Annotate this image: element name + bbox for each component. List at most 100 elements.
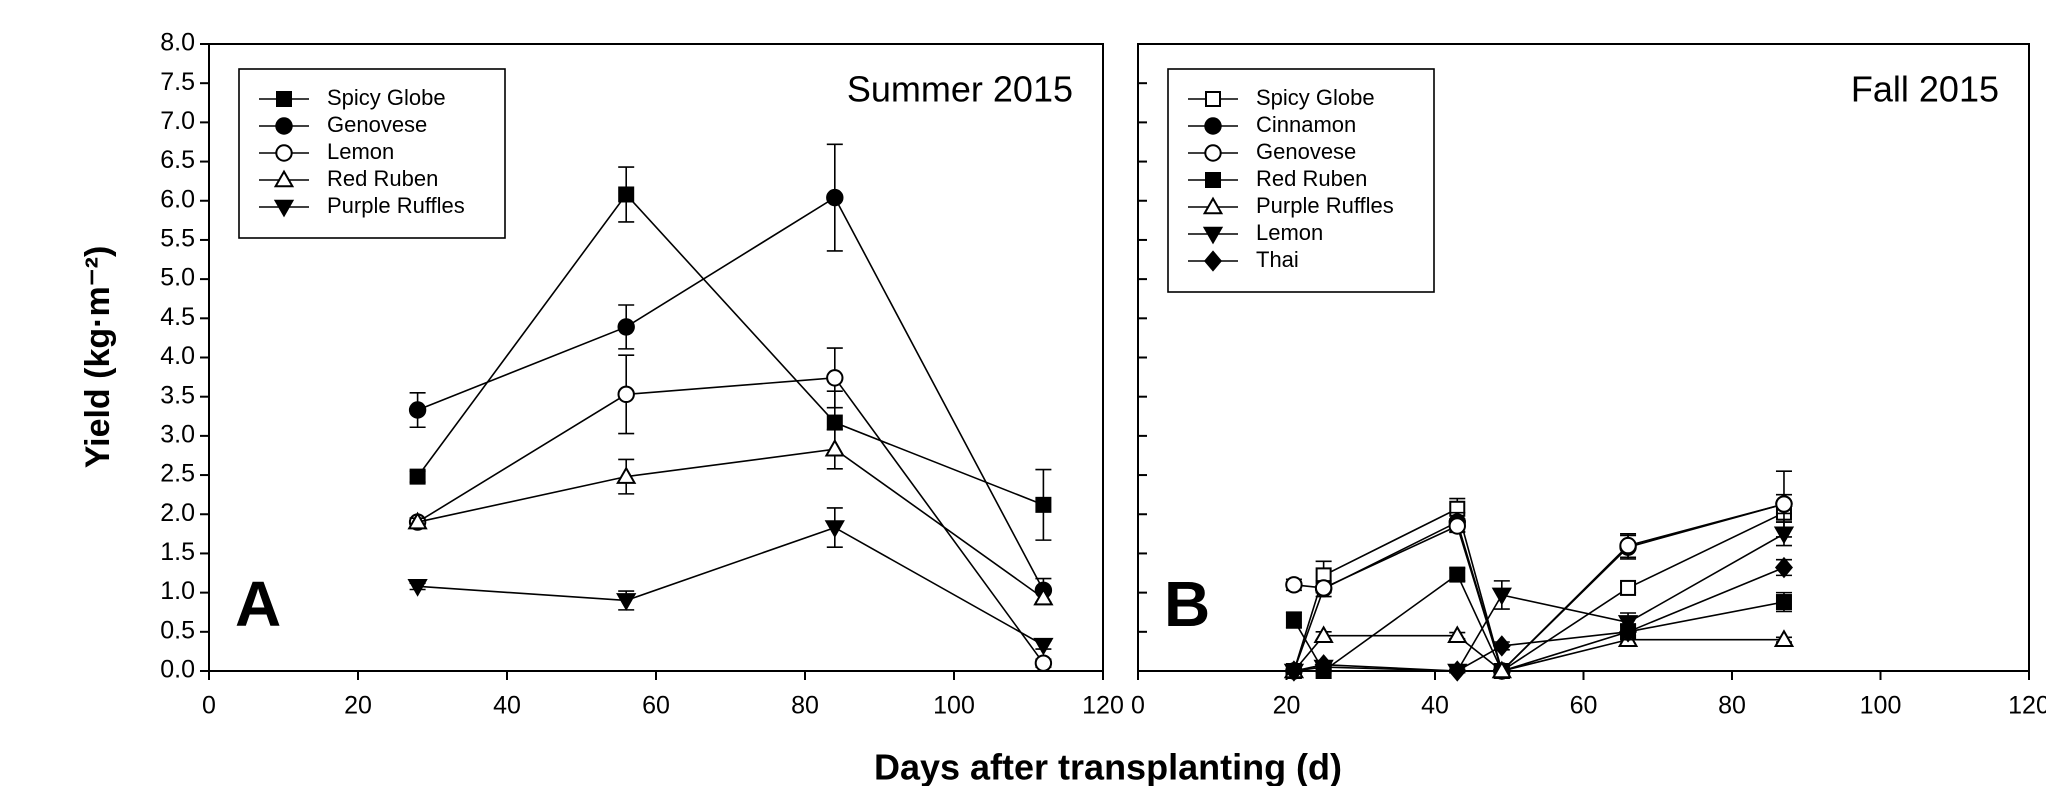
x-tick-label: 40 <box>1421 692 1449 720</box>
marker <box>408 401 427 419</box>
y-tick-label: 4.5 <box>160 303 195 331</box>
x-tick-label: 0 <box>1131 692 1145 720</box>
y-tick-label: 3.0 <box>160 420 195 448</box>
marker <box>617 385 635 404</box>
marker <box>1491 660 1512 679</box>
marker <box>1775 495 1793 513</box>
series-line <box>1293 507 1785 673</box>
panel-label: B <box>1164 568 1210 640</box>
legend-label: Red Ruben <box>327 166 438 191</box>
marker <box>1284 660 1303 682</box>
marker <box>1313 625 1334 644</box>
legend-label: Lemon <box>327 139 394 164</box>
marker <box>1773 526 1795 545</box>
marker <box>826 188 844 207</box>
marker <box>275 144 293 162</box>
marker <box>1314 654 1333 676</box>
legend-label: Thai <box>1256 247 1299 272</box>
marker <box>1448 660 1467 682</box>
series-line <box>416 193 1044 506</box>
y-tick-label: 2.5 <box>160 460 195 488</box>
y-tick-label: 2.0 <box>160 499 195 527</box>
legend-label: Purple Ruffles <box>1256 193 1394 218</box>
y-tick-label: 1.0 <box>160 577 195 605</box>
marker <box>275 117 293 135</box>
marker <box>1035 496 1052 513</box>
marker <box>1619 621 1638 643</box>
marker <box>407 511 428 530</box>
marker <box>1775 594 1792 611</box>
y-tick-label: 6.0 <box>160 185 195 213</box>
marker <box>1448 517 1466 535</box>
x-tick-label: 80 <box>1718 692 1746 720</box>
x-tick-label: 60 <box>1570 692 1598 720</box>
y-tick-label: 1.5 <box>160 538 195 566</box>
y-tick-label: 6.5 <box>160 146 195 174</box>
series-line <box>1293 573 1785 673</box>
marker <box>1492 635 1511 657</box>
marker <box>273 199 295 218</box>
marker <box>409 468 426 485</box>
y-tick-label: 8.0 <box>160 29 195 57</box>
y-tick-label: 3.5 <box>160 381 195 409</box>
marker <box>1033 637 1054 656</box>
marker <box>1205 172 1221 188</box>
marker <box>273 169 295 188</box>
legend-label: Cinnamon <box>1256 112 1356 137</box>
x-tick-label: 40 <box>493 692 521 720</box>
marker <box>618 186 635 203</box>
marker <box>407 579 428 597</box>
series-line <box>417 448 1044 599</box>
marker <box>824 520 845 538</box>
x-tick-label: 60 <box>642 692 670 720</box>
x-tick-label: 0 <box>202 692 216 720</box>
marker <box>1447 625 1468 644</box>
y-tick-label: 0.0 <box>160 656 195 684</box>
marker <box>1285 612 1302 629</box>
series-line <box>417 377 1045 664</box>
marker <box>1773 629 1795 647</box>
y-tick-label: 7.5 <box>160 68 195 96</box>
legend-label: Spicy Globe <box>1256 85 1375 110</box>
legend-label: Genovese <box>1256 139 1356 164</box>
marker <box>276 91 292 107</box>
marker <box>1202 196 1224 215</box>
marker <box>1204 144 1222 162</box>
marker <box>824 438 845 457</box>
x-axis-label: Days after transplanting (d) <box>874 747 1342 786</box>
y-tick-label: 5.0 <box>160 264 195 292</box>
x-tick-label: 100 <box>1860 692 1902 720</box>
x-tick-label: 20 <box>344 692 372 720</box>
x-tick-label: 100 <box>933 692 975 720</box>
marker <box>1202 226 1224 245</box>
series-line <box>1293 566 1785 672</box>
marker <box>1449 566 1466 583</box>
panel-title: Summer 2015 <box>847 69 1073 110</box>
marker <box>1491 587 1512 606</box>
marker <box>826 369 844 387</box>
marker <box>616 466 637 484</box>
x-tick-label: 120 <box>2008 692 2046 720</box>
x-tick-label: 20 <box>1273 692 1301 720</box>
marker <box>1314 579 1333 597</box>
marker <box>826 414 843 431</box>
series-line <box>417 526 1044 646</box>
marker <box>1285 576 1303 594</box>
marker <box>1033 587 1054 606</box>
legend-label: Spicy Globe <box>327 85 446 110</box>
y-tick-label: 7.0 <box>160 107 195 135</box>
panel-label: A <box>235 568 281 640</box>
legend-label: Lemon <box>1256 220 1323 245</box>
y-tick-label: 5.5 <box>160 225 195 253</box>
marker <box>1034 654 1053 672</box>
marker <box>617 318 635 336</box>
legend-label: Genovese <box>327 112 427 137</box>
y-tick-label: 4.0 <box>160 342 195 370</box>
series-line <box>417 196 1045 591</box>
marker <box>1620 579 1637 596</box>
y-tick-label: 0.5 <box>160 616 195 644</box>
marker <box>1203 250 1223 272</box>
marker <box>1205 91 1221 107</box>
marker <box>1204 117 1222 135</box>
